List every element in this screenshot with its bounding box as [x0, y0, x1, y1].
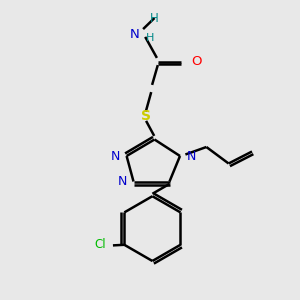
Text: N: N	[118, 175, 127, 188]
Text: S: S	[140, 110, 151, 123]
Text: N: N	[130, 28, 139, 41]
Text: H: H	[150, 11, 159, 25]
Text: H: H	[146, 33, 154, 43]
Text: O: O	[191, 55, 202, 68]
Text: N: N	[187, 149, 196, 163]
Text: N: N	[111, 149, 120, 163]
Text: Cl: Cl	[94, 238, 106, 251]
